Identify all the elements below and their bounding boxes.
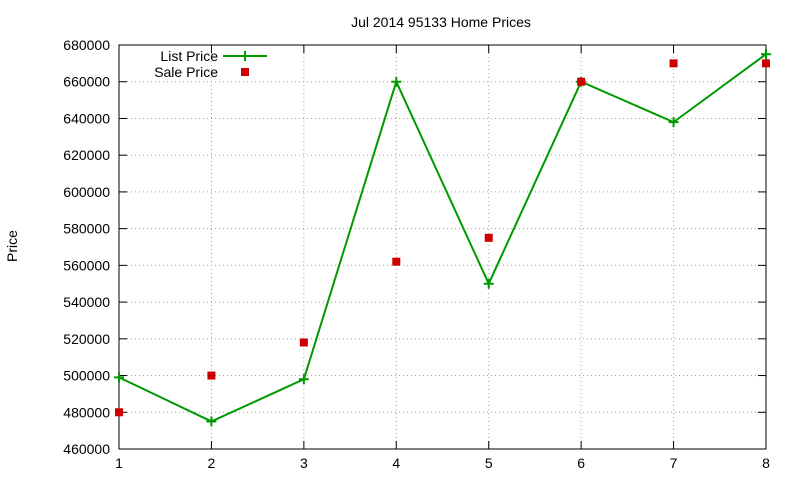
legend-label: List Price: [160, 48, 218, 64]
y-tick-label: 540000: [63, 294, 110, 310]
y-tick-label: 640000: [63, 110, 110, 126]
y-tick-label: 680000: [63, 37, 110, 53]
x-tick-label: 5: [485, 455, 493, 471]
list-price-point: [483, 278, 494, 289]
sale-price-point: [207, 371, 216, 380]
legend-label: Sale Price: [154, 64, 218, 80]
legend-square-sample: [241, 68, 249, 76]
y-tick-label: 600000: [63, 184, 110, 200]
list-price-point: [206, 416, 217, 427]
x-tick-label: 1: [115, 455, 123, 471]
x-tick-label: 3: [300, 455, 308, 471]
y-tick-label: 660000: [63, 74, 110, 90]
list-price-line: [118, 53, 767, 423]
chart-title: Jul 2014 95133 Home Prices: [351, 14, 531, 30]
y-tick-label: 580000: [63, 221, 110, 237]
y-tick-label: 500000: [63, 368, 110, 384]
y-axis-label: Price: [4, 230, 20, 262]
list-price-point: [391, 76, 402, 87]
sale-price-point: [669, 59, 678, 68]
y-tick-label: 520000: [63, 331, 110, 347]
data-series: [114, 49, 771, 427]
list-price-point: [114, 372, 124, 383]
sale-price-point: [484, 233, 493, 242]
sale-price-point: [299, 338, 308, 347]
y-tick-label: 480000: [63, 404, 110, 420]
list-price-point: [298, 374, 309, 385]
list-price-point: [668, 117, 679, 128]
y-tick-label: 620000: [63, 147, 110, 163]
y-tick-label: 560000: [63, 257, 110, 273]
x-tick-label: 8: [762, 455, 770, 471]
sale-price-point: [115, 408, 123, 417]
y-tick-label: 460000: [63, 441, 110, 457]
x-tick-label: 4: [392, 455, 400, 471]
list-price-point: [761, 49, 771, 60]
x-tick-label: 2: [208, 455, 216, 471]
x-tick-label: 6: [577, 455, 585, 471]
grid-lines: [119, 45, 766, 449]
sale-price-point: [762, 59, 770, 68]
sale-price-point: [392, 257, 401, 266]
x-tick-label: 7: [670, 455, 678, 471]
sale-price-point: [577, 77, 586, 86]
plot-border: [118, 44, 767, 450]
axes: 460000 480000 500000 520000 540000 560000 5800…: [63, 37, 770, 471]
